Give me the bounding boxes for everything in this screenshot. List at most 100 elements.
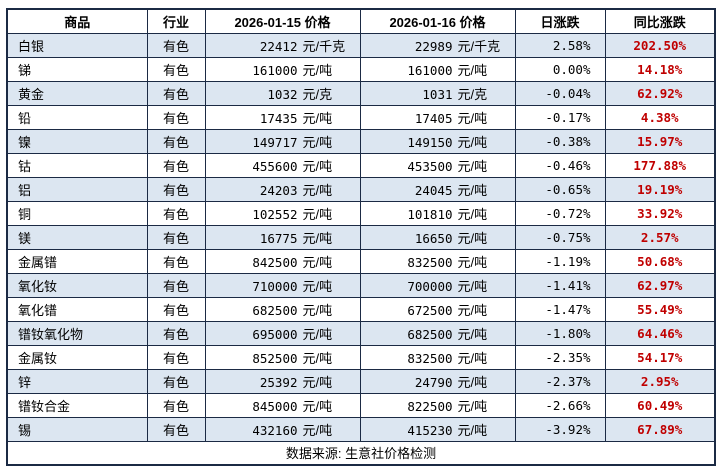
price-0115-cell: 845000 元/吨 — [204, 392, 361, 418]
table-row: 镍有色 149717 元/吨 149150 元/吨 -0.38% 15.97% — [6, 128, 716, 154]
table-row: 镨钕氧化物 有色 695000 元/吨 682500 元/吨 -1.80% 64.46% — [6, 320, 716, 346]
price-value: 682500 — [407, 326, 453, 342]
day-change-cell: -0.72% — [514, 200, 606, 226]
price-unit: 元/吨 — [457, 134, 488, 150]
price-value: 852500 — [252, 350, 298, 366]
commodity-cell: 白银 — [6, 32, 148, 58]
commodity-cell: 锑 — [6, 56, 148, 82]
table-row: 镨钕合金 有色 845000 元/吨 822500 元/吨 -2.66% 60.49% — [6, 392, 716, 418]
industry-cell: 有色 — [146, 80, 206, 106]
price-value: 22412 — [259, 38, 298, 54]
yoy-change-cell: 2.57% — [604, 224, 716, 250]
day-change-cell: -0.65% — [514, 176, 606, 202]
day-change-cell: -1.80% — [514, 320, 606, 346]
table-row: 氧化镨 有色 682500 元/吨 672500 元/吨 -1.47% 55.49% — [6, 296, 716, 322]
day-change-cell: 2.58% — [514, 32, 606, 58]
price-value: 453500 — [407, 158, 453, 174]
table-row: 铅有色 17435 元/吨 17405 元/吨 -0.17% 4.38% — [6, 104, 716, 130]
price-0115-cell: 842500 元/吨 — [204, 248, 361, 274]
price-value: 832500 — [407, 350, 453, 366]
price-value: 161000 — [252, 62, 298, 78]
price-value: 415230 — [407, 422, 453, 438]
yoy-change-cell: 2.95% — [604, 368, 716, 394]
table-row: 镁有色 16775 元/吨 16650 元/吨 -0.75% 2.57% — [6, 224, 716, 250]
commodity-cell: 金属钕 — [6, 344, 148, 370]
price-0115-cell: 17435 元/吨 — [204, 104, 361, 130]
price-value: 102552 — [252, 206, 298, 222]
price-0115-cell: 22412 元/千克 — [204, 32, 361, 58]
price-value: 101810 — [407, 206, 453, 222]
price-value: 710000 — [252, 278, 298, 294]
price-0115-cell: 1032 元/克 — [204, 80, 361, 106]
price-unit: 元/吨 — [302, 374, 333, 390]
price-unit: 元/吨 — [457, 158, 488, 174]
price-0116-cell: 24790 元/吨 — [359, 368, 516, 394]
price-unit: 元/吨 — [302, 110, 333, 126]
industry-cell: 有色 — [146, 392, 206, 418]
day-change-cell: -0.17% — [514, 104, 606, 130]
price-value: 845000 — [252, 398, 298, 414]
price-value: 1032 — [267, 86, 298, 102]
table-row: 铝有色 24203 元/吨 24045 元/吨 -0.65% 19.19% — [6, 176, 716, 202]
price-value: 455600 — [252, 158, 298, 174]
price-unit: 元/吨 — [457, 422, 488, 438]
price-value: 17405 — [414, 110, 453, 126]
commodity-cell: 黄金 — [6, 80, 148, 106]
commodity-cell: 镍 — [6, 128, 148, 154]
industry-cell: 有色 — [146, 104, 206, 130]
price-value: 24045 — [414, 182, 453, 198]
commodity-cell: 金属镨 — [6, 248, 148, 274]
price-0115-cell: 432160 元/吨 — [204, 416, 361, 442]
price-unit: 元/吨 — [302, 158, 333, 174]
price-value: 822500 — [407, 398, 453, 414]
price-0116-cell: 453500 元/吨 — [359, 152, 516, 178]
yoy-change-cell: 62.92% — [604, 80, 716, 106]
price-unit: 元/吨 — [457, 326, 488, 342]
header-yoy-change: 同比涨跌 — [604, 8, 716, 34]
price-unit: 元/吨 — [457, 182, 488, 198]
price-unit: 元/吨 — [457, 302, 488, 318]
price-0116-cell: 101810 元/吨 — [359, 200, 516, 226]
price-0115-cell: 149717 元/吨 — [204, 128, 361, 154]
price-0116-cell: 832500 元/吨 — [359, 344, 516, 370]
header-price-0115: 2026-01-15 价格 — [204, 8, 361, 34]
price-unit: 元/吨 — [302, 302, 333, 318]
price-0116-cell: 415230 元/吨 — [359, 416, 516, 442]
commodity-cell: 锌 — [6, 368, 148, 394]
price-unit: 元/吨 — [302, 62, 333, 78]
price-unit: 元/克 — [457, 86, 488, 102]
price-0115-cell: 682500 元/吨 — [204, 296, 361, 322]
price-0116-cell: 1031 元/克 — [359, 80, 516, 106]
yoy-change-cell: 14.18% — [604, 56, 716, 82]
table-row: 锑有色 161000 元/吨 161000 元/吨 0.00% 14.18% — [6, 56, 716, 82]
industry-cell: 有色 — [146, 320, 206, 346]
commodity-cell: 铅 — [6, 104, 148, 130]
price-0115-cell: 25392 元/吨 — [204, 368, 361, 394]
yoy-change-cell: 50.68% — [604, 248, 716, 274]
price-0115-cell: 852500 元/吨 — [204, 344, 361, 370]
price-0115-cell: 161000 元/吨 — [204, 56, 361, 82]
price-unit: 元/吨 — [302, 422, 333, 438]
price-0116-cell: 161000 元/吨 — [359, 56, 516, 82]
price-unit: 元/吨 — [457, 254, 488, 270]
table-row: 黄金 有色 1032 元/克 1031 元/克 -0.04% 62.92% — [6, 80, 716, 106]
price-unit: 元/千克 — [302, 38, 346, 54]
yoy-change-cell: 4.38% — [604, 104, 716, 130]
commodity-cell: 氧化镨 — [6, 296, 148, 322]
table-row: 锡有色 432160 元/吨 415230 元/吨 -3.92% 67.89% — [6, 416, 716, 442]
price-0115-cell: 710000 元/吨 — [204, 272, 361, 298]
industry-cell: 有色 — [146, 200, 206, 226]
price-unit: 元/吨 — [302, 230, 333, 246]
day-change-cell: -2.37% — [514, 368, 606, 394]
table-row: 钴有色 455600 元/吨 453500 元/吨 -0.46% 177.88% — [6, 152, 716, 178]
data-source-note: 数据来源: 生意社价格检测 — [6, 440, 716, 466]
day-change-cell: -0.75% — [514, 224, 606, 250]
day-change-cell: -1.19% — [514, 248, 606, 274]
price-value: 149717 — [252, 134, 298, 150]
price-unit: 元/吨 — [457, 374, 488, 390]
industry-cell: 有色 — [146, 416, 206, 442]
price-0116-cell: 682500 元/吨 — [359, 320, 516, 346]
industry-cell: 有色 — [146, 224, 206, 250]
price-value: 16775 — [259, 230, 298, 246]
price-table: 商品 行业 2026-01-15 价格 2026-01-16 价格 日涨跌 同比涨跌 白银… — [6, 8, 716, 466]
